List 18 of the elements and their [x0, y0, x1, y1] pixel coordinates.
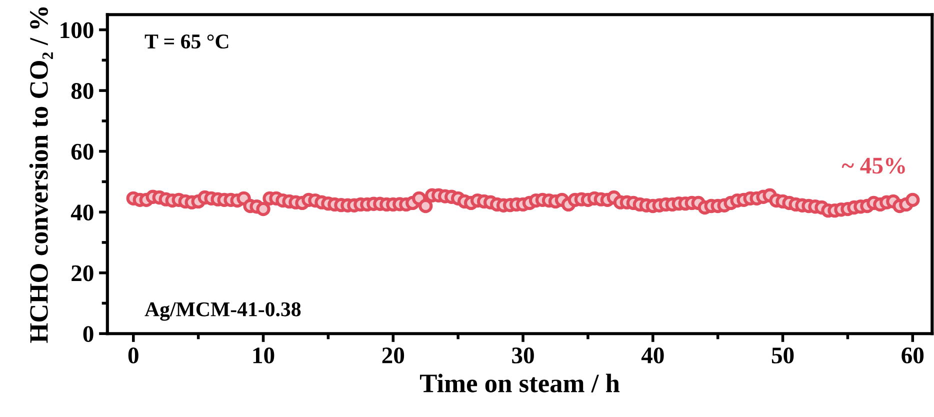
x-tick-label: 60: [902, 347, 924, 364]
annotation: T = 65 °C: [144, 34, 228, 49]
y-tick-label: 60: [71, 144, 94, 160]
annotation: ~ 45%: [842, 158, 905, 174]
x-tick-label: 40: [641, 347, 664, 364]
x-tick-label: 20: [382, 347, 404, 364]
y-tick-label: 80: [71, 83, 94, 99]
x-tick-label: 30: [512, 347, 534, 364]
x-axis-title: Time on steam / h: [420, 374, 620, 392]
y-tick-label: 0: [83, 326, 94, 342]
x-tick-label: 50: [772, 347, 794, 364]
x-tick-label: 0: [128, 347, 138, 364]
y-tick-label: 20: [72, 265, 94, 282]
y-tick-label: 40: [70, 204, 94, 220]
x-tick-label: 10: [253, 347, 274, 364]
y-axis-title: HCHO conversion to CO₂ / %: [29, 7, 53, 343]
y-tick-label: 100: [60, 22, 94, 38]
annotation: Ag/MCM-41-0.38: [144, 302, 301, 321]
